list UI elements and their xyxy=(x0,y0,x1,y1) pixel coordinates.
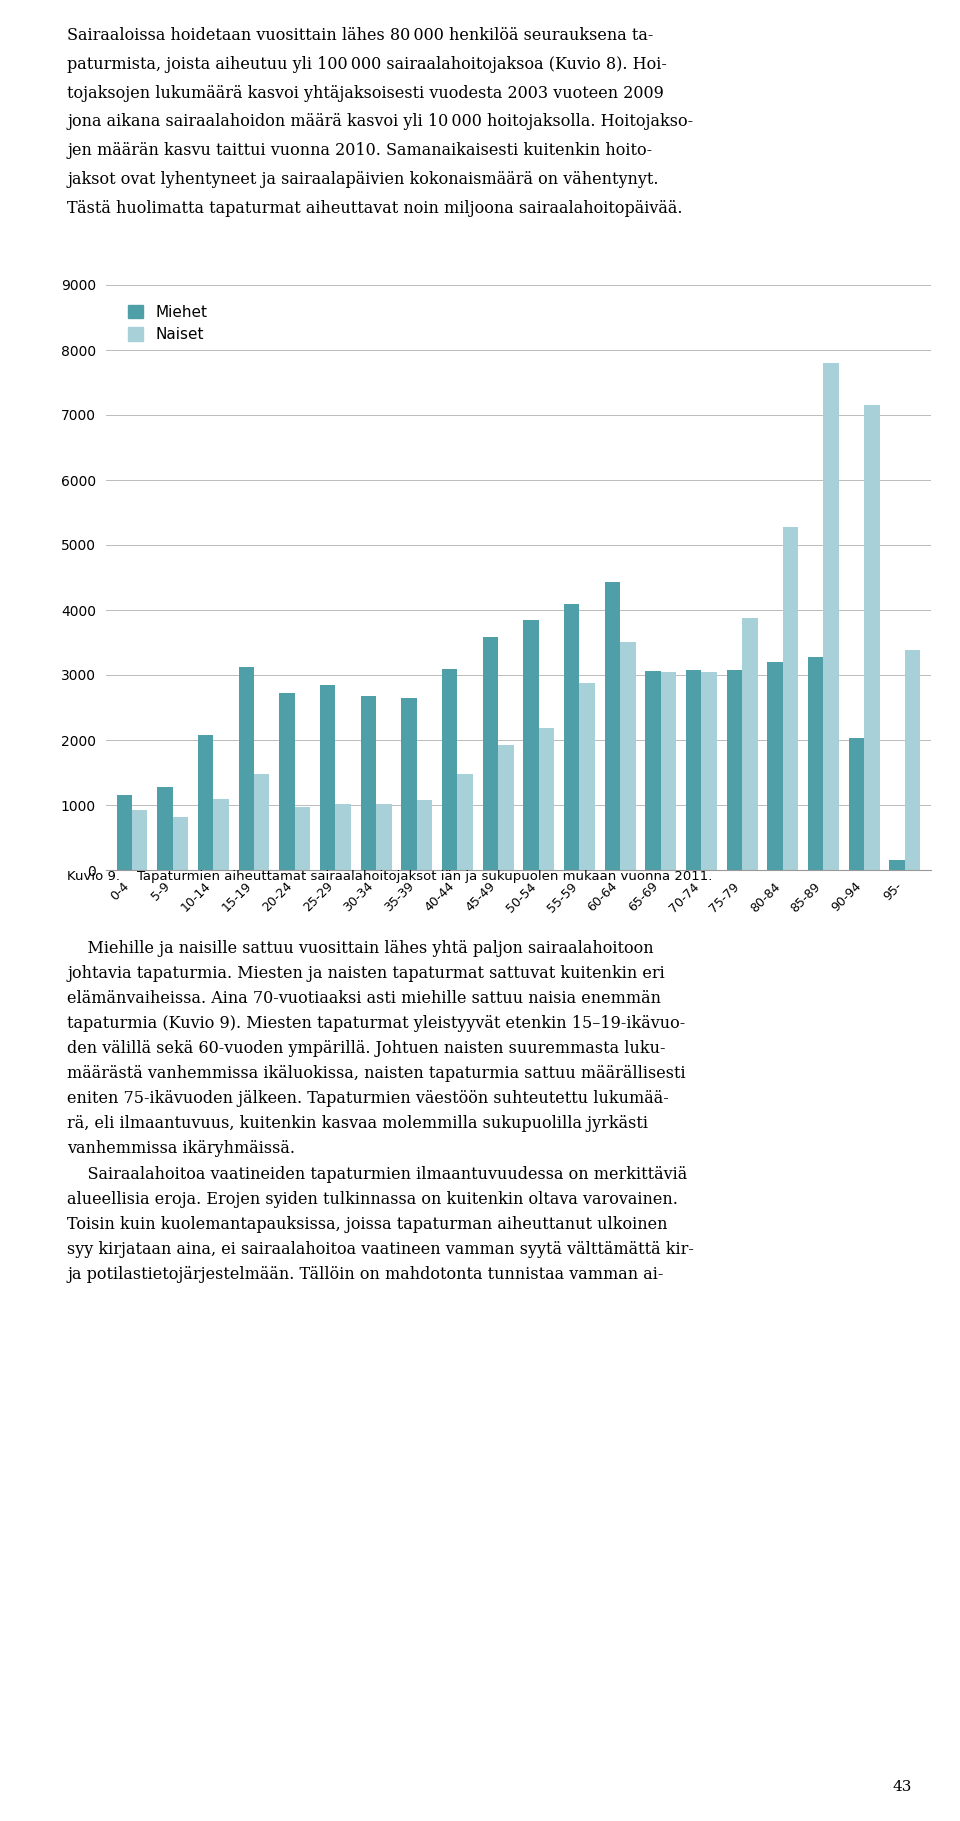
Bar xyxy=(254,774,270,870)
Bar xyxy=(645,672,660,870)
Bar xyxy=(157,787,173,870)
Bar xyxy=(213,799,228,870)
Bar xyxy=(864,406,879,870)
Bar xyxy=(889,860,904,870)
Bar xyxy=(376,805,392,870)
Legend: Miehet, Naiset: Miehet, Naiset xyxy=(122,299,213,348)
Bar xyxy=(483,637,498,870)
Text: 43: 43 xyxy=(893,1779,912,1794)
Bar xyxy=(824,362,839,870)
Text: Sairaaloissa hoidetaan vuosittain lähes 80 000 henkilöä seurauksena ta-
paturmis: Sairaaloissa hoidetaan vuosittain lähes … xyxy=(67,27,693,217)
Bar xyxy=(295,807,310,870)
Bar xyxy=(457,774,473,870)
Bar xyxy=(686,670,702,870)
Bar xyxy=(116,796,132,870)
Bar xyxy=(727,670,742,870)
Bar xyxy=(239,666,254,870)
Bar xyxy=(808,657,824,870)
Bar xyxy=(605,583,620,870)
Bar xyxy=(620,641,636,870)
Text: Kuvio 9.    Tapaturmien aiheuttamat sairaalahoitojaksot iän ja sukupuolen mukaan: Kuvio 9. Tapaturmien aiheuttamat sairaal… xyxy=(67,870,712,883)
Bar xyxy=(767,663,782,870)
Bar xyxy=(498,745,514,870)
Bar xyxy=(580,683,595,870)
Bar xyxy=(132,810,148,870)
Bar xyxy=(523,619,539,870)
Bar xyxy=(198,736,213,870)
Bar xyxy=(564,603,580,870)
Bar xyxy=(904,650,921,870)
Bar xyxy=(782,526,798,870)
Bar xyxy=(173,816,188,870)
Bar xyxy=(335,805,350,870)
Bar xyxy=(401,697,417,870)
Bar xyxy=(279,694,295,870)
Bar xyxy=(702,672,717,870)
Text: Miehille ja naisille sattuu vuosittain lähes yhtä paljon sairaalahoitoon
johtavi: Miehille ja naisille sattuu vuosittain l… xyxy=(67,940,694,1282)
Bar xyxy=(849,738,864,870)
Bar xyxy=(442,668,457,870)
Bar xyxy=(742,617,757,870)
Bar xyxy=(539,728,554,870)
Bar xyxy=(361,696,376,870)
Bar xyxy=(660,672,676,870)
Bar xyxy=(320,685,335,870)
Bar xyxy=(417,799,432,870)
